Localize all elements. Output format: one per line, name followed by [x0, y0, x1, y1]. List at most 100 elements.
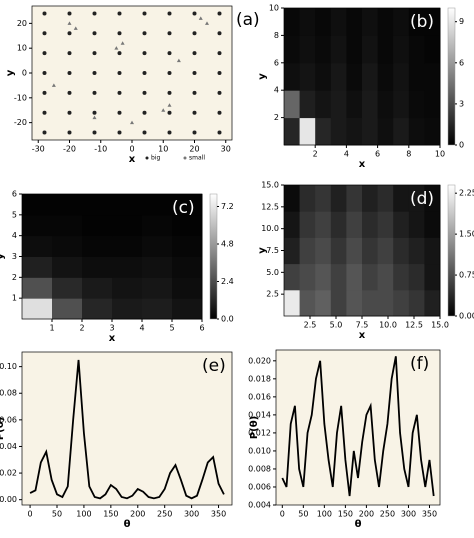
heat-cell: [315, 289, 332, 317]
heat-cell: [315, 185, 332, 212]
particle: [67, 71, 72, 75]
heat-cell: [284, 8, 301, 36]
heat-cell: [377, 90, 394, 119]
heat-cell: [315, 90, 332, 119]
particle: [130, 120, 134, 125]
particle: [92, 110, 97, 115]
x-tick-label: 100: [317, 510, 332, 519]
line: [29, 359, 225, 500]
x-axis-label: x: [129, 154, 136, 165]
y-tick-label: 0.06: [0, 415, 17, 424]
particle: [67, 31, 72, 36]
heat-cell: [424, 289, 441, 317]
y-tick-label: 2: [274, 113, 279, 122]
particle: [42, 11, 47, 16]
plot-area: [22, 352, 232, 505]
heat-cell: [52, 214, 83, 237]
heat-cell: [408, 62, 425, 91]
heat-cell: [112, 235, 143, 257]
heat-cell: [377, 263, 394, 291]
panel-label: (f): [410, 354, 429, 374]
x-tick-label: 0: [28, 510, 33, 519]
colorbar-tick-label: 1.50: [459, 230, 474, 239]
heat-cell: [393, 117, 410, 146]
heat-cell: [142, 256, 173, 278]
particle: [92, 90, 97, 95]
colorbar-tick-label: 6: [459, 58, 464, 67]
heat-cell: [362, 263, 379, 291]
particle: [217, 110, 222, 115]
heat-cell: [52, 298, 83, 320]
particle: [142, 51, 147, 56]
particle: [117, 130, 122, 135]
y-tick-label: 0.08: [0, 389, 17, 398]
plot-frame: [283, 7, 441, 146]
x-tick-label: 0: [280, 510, 285, 519]
particle: [114, 46, 119, 50]
heat-cell: [346, 8, 363, 36]
heat-cell: [408, 90, 425, 119]
y-tick-label: 7.5: [266, 246, 279, 255]
heat-cell: [393, 211, 410, 238]
heat-cell: [377, 35, 394, 64]
x-tick-label: 350: [422, 510, 437, 519]
x-axis-label: x: [359, 330, 366, 341]
particle: [42, 31, 47, 36]
y-tick-label: 5.0: [266, 268, 279, 277]
heat-cell: [82, 235, 113, 257]
heat-cell: [299, 237, 316, 265]
x-tick-label: 250: [157, 510, 172, 519]
y-tick-label: -20: [14, 118, 27, 127]
x-tick-label: 6: [375, 150, 380, 159]
legend-label: big: [151, 155, 160, 162]
heat-cell: [172, 194, 203, 216]
heat-cell: [346, 62, 363, 91]
y-tick-label: 4: [12, 231, 17, 240]
particle: [167, 130, 172, 135]
particle: [217, 31, 222, 36]
x-tick-label: 300: [401, 510, 416, 519]
heat-cell: [346, 289, 363, 317]
particle: [167, 71, 172, 75]
y-tick-label: 0.008: [248, 464, 271, 473]
particle: [117, 71, 122, 75]
colorbar-tick-label: 0.0: [221, 315, 234, 324]
heat-cell: [393, 35, 410, 64]
legend-marker: [145, 156, 149, 160]
heat-cell: [112, 214, 143, 237]
x-tick-label: 15.0: [431, 321, 449, 330]
y-tick-label: -10: [14, 93, 27, 102]
heat-cell: [362, 62, 379, 91]
y-tick-label: 0.04: [0, 442, 17, 451]
colorbar-tick-label: 0.00: [459, 312, 474, 321]
particle: [67, 90, 72, 95]
colorbar-tick-label: 7.2: [221, 202, 234, 211]
heat-cell: [408, 237, 425, 265]
particle: [42, 110, 47, 115]
heat-cell: [82, 277, 113, 299]
heat-cell: [408, 263, 425, 291]
y-tick-label: 0.018: [248, 374, 271, 383]
x-tick-label: 4: [139, 324, 144, 333]
particle: [217, 71, 222, 75]
heat-cell: [330, 8, 347, 36]
particle: [167, 90, 172, 95]
heat-cell: [22, 214, 53, 237]
x-tick-label: 2: [79, 324, 84, 333]
x-tick-label: 2.5: [304, 321, 317, 330]
particle: [205, 21, 209, 25]
x-tick-label: -30: [32, 145, 45, 154]
heat-cell: [330, 185, 347, 212]
legend-marker: [183, 156, 187, 160]
x-axis-label: x: [359, 159, 366, 170]
heat-cell: [299, 211, 316, 238]
legend-label: small: [189, 155, 205, 162]
y-tick-label: 0: [22, 69, 27, 78]
line: [281, 356, 435, 497]
y-tick-label: 6: [274, 58, 279, 67]
particle: [120, 41, 125, 45]
y-tick-label: 8: [274, 31, 279, 40]
colorbar-tick-label: 2.25: [459, 189, 474, 198]
particle: [192, 31, 197, 36]
particle: [192, 110, 197, 115]
